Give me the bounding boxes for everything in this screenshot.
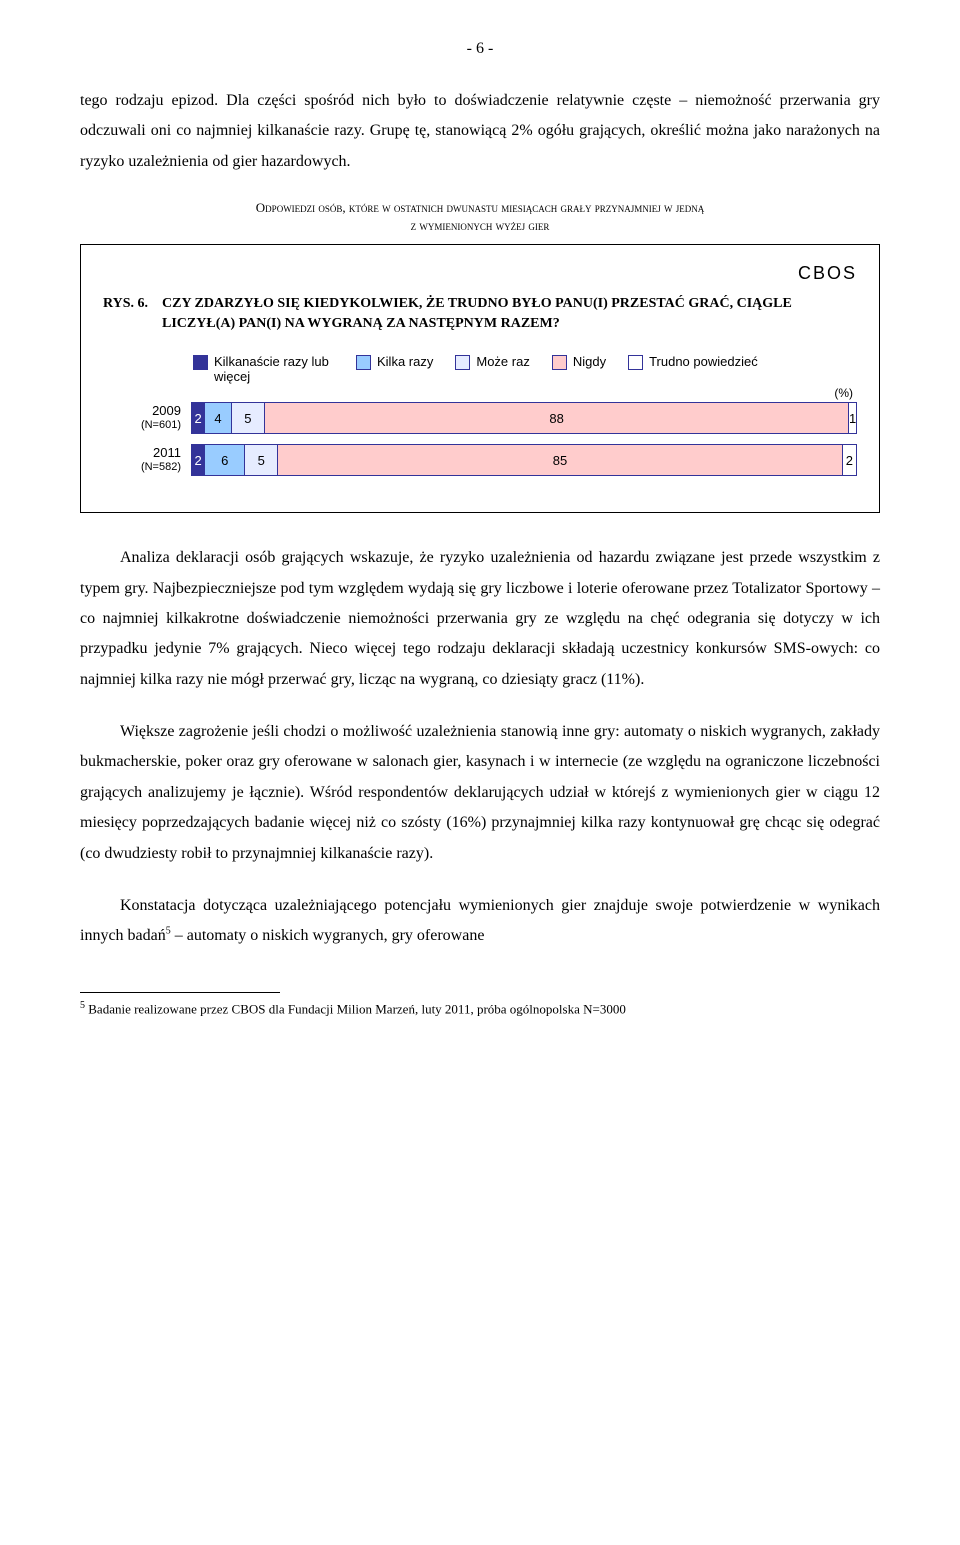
legend-label: Kilka razy [377,354,433,369]
bar-year-label: 2011(N=582) [103,446,191,474]
legend-label: Może raz [476,354,529,369]
bar-segment: 6 [205,445,245,475]
legend-item: Kilka razy [356,354,433,370]
bar-year-label: 2009(N=601) [103,404,191,432]
legend-swatch [455,355,470,370]
footnote-rule [80,992,280,993]
bar-segment: 1 [849,403,856,433]
bar-row: 2009(N=601)245881 [103,402,857,434]
bar-segment: 88 [265,403,849,433]
bar-segment: 5 [232,403,265,433]
legend-swatch [552,355,567,370]
respondent-filter-header: Odpowiedzi osób, które w ostatnich dwuna… [80,199,880,235]
paragraph-3: Większe zagrożenie jeśli chodzi o możliw… [80,717,880,869]
bar-row: 2011(N=582)265852 [103,444,857,476]
para4-post: – automaty o niskich wygranych, gry ofer… [171,927,485,944]
figure-caption: RYS. 6. CZY ZDARZYŁO SIĘ KIEDYKOLWIEK, Ż… [103,294,857,335]
legend-swatch [356,355,371,370]
legend-label: Trudno powiedzieć [649,354,758,369]
stacked-bar: 265852 [191,444,857,476]
figure-6-box: CBOS RYS. 6. CZY ZDARZYŁO SIĘ KIEDYKOLWI… [80,244,880,514]
bar-segment: 2 [192,445,205,475]
legend-label: Nigdy [573,354,606,369]
cbos-label: CBOS [103,263,857,284]
legend-item: Kilkanaście razy lub więcej [193,354,334,384]
filter-line-2: z wymienionych wyżej gier [411,218,550,233]
bar-segment: 5 [245,445,278,475]
paragraph-intro: tego rodzaju epizod. Dla części spośród … [80,86,880,177]
stacked-bar-chart: 2009(N=601)2458812011(N=582)265852 [103,402,857,476]
page-container: - 6 - tego rodzaju epizod. Dla części sp… [0,0,960,1058]
legend-item: Nigdy [552,354,606,370]
legend-swatch [193,355,208,370]
bar-segment: 2 [843,445,856,475]
bar-segment: 85 [278,445,842,475]
bar-segment: 2 [192,403,205,433]
figure-number: RYS. 6. [103,294,148,335]
paragraph-4: Konstatacja dotycząca uzależniającego po… [80,891,880,952]
legend-swatch [628,355,643,370]
legend-item: Trudno powiedzieć [628,354,758,370]
figure-title: CZY ZDARZYŁO SIĘ KIEDYKOLWIEK, ŻE TRUDNO… [162,294,857,335]
percent-label: (%) [103,386,853,400]
footnote-text: Badanie realizowane przez CBOS dla Funda… [85,1001,626,1016]
legend-label: Kilkanaście razy lub więcej [214,354,334,384]
filter-line-1: Odpowiedzi osób, które w ostatnich dwuna… [256,200,704,215]
paragraph-2: Analiza deklaracji osób grających wskazu… [80,543,880,695]
footnote-5: 5 Badanie realizowane przez CBOS dla Fun… [80,999,880,1019]
legend-item: Może raz [455,354,529,370]
chart-legend: Kilkanaście razy lub więcej Kilka razy Moż… [193,354,857,384]
bar-segment: 4 [205,403,232,433]
stacked-bar: 245881 [191,402,857,434]
page-number: - 6 - [80,40,880,58]
